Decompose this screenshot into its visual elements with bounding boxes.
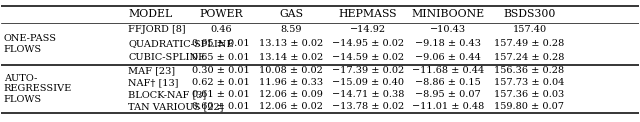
Text: −14.71 ± 0.38: −14.71 ± 0.38 bbox=[332, 90, 404, 99]
Text: MAF [23]: MAF [23] bbox=[129, 66, 175, 75]
Text: 157.36 ± 0.03: 157.36 ± 0.03 bbox=[494, 90, 564, 99]
Text: −15.09 ± 0.40: −15.09 ± 0.40 bbox=[332, 78, 404, 87]
Text: 157.49 ± 0.28: 157.49 ± 0.28 bbox=[494, 39, 564, 48]
Text: −8.86 ± 0.15: −8.86 ± 0.15 bbox=[415, 78, 481, 87]
Text: 159.80 ± 0.07: 159.80 ± 0.07 bbox=[495, 102, 564, 111]
Text: BLOCK-NAF [3]: BLOCK-NAF [3] bbox=[129, 90, 207, 99]
Text: 12.06 ± 0.02: 12.06 ± 0.02 bbox=[259, 102, 323, 111]
Text: QUADRATIC-SPLINE: QUADRATIC-SPLINE bbox=[129, 39, 234, 48]
Text: 0.65 ± 0.01: 0.65 ± 0.01 bbox=[192, 39, 250, 48]
Text: 157.24 ± 0.28: 157.24 ± 0.28 bbox=[494, 53, 564, 62]
Text: MODEL: MODEL bbox=[129, 9, 173, 19]
Text: TAN VARIOUS [22]: TAN VARIOUS [22] bbox=[129, 102, 224, 111]
Text: 157.73 ± 0.04: 157.73 ± 0.04 bbox=[494, 78, 564, 87]
Text: −14.92: −14.92 bbox=[350, 25, 386, 34]
Text: 0.65 ± 0.01: 0.65 ± 0.01 bbox=[192, 53, 250, 62]
Text: 0.46: 0.46 bbox=[210, 25, 232, 34]
Text: −9.06 ± 0.44: −9.06 ± 0.44 bbox=[415, 53, 481, 62]
Text: 157.40: 157.40 bbox=[513, 25, 547, 34]
Text: 0.60 ± 0.01: 0.60 ± 0.01 bbox=[192, 102, 250, 111]
Text: HEPMASS: HEPMASS bbox=[339, 9, 397, 19]
Text: 10.08 ± 0.02: 10.08 ± 0.02 bbox=[259, 66, 323, 75]
Text: BSDS300: BSDS300 bbox=[503, 9, 556, 19]
Text: CUBIC-SPLINE: CUBIC-SPLINE bbox=[129, 53, 205, 62]
Text: 12.06 ± 0.09: 12.06 ± 0.09 bbox=[259, 90, 323, 99]
Text: NAF† [13]: NAF† [13] bbox=[129, 78, 179, 87]
Text: 0.62 ± 0.01: 0.62 ± 0.01 bbox=[192, 78, 250, 87]
Text: −8.95 ± 0.07: −8.95 ± 0.07 bbox=[415, 90, 481, 99]
Text: 8.59: 8.59 bbox=[280, 25, 302, 34]
Text: MINIBOONE: MINIBOONE bbox=[411, 9, 484, 19]
Text: 156.36 ± 0.28: 156.36 ± 0.28 bbox=[495, 66, 564, 75]
Text: ONE-PASS
FLOWS: ONE-PASS FLOWS bbox=[4, 34, 57, 54]
Text: 0.61 ± 0.01: 0.61 ± 0.01 bbox=[192, 90, 250, 99]
Text: AUTO-
REGRESSIVE
FLOWS: AUTO- REGRESSIVE FLOWS bbox=[4, 74, 72, 104]
Text: −11.01 ± 0.48: −11.01 ± 0.48 bbox=[412, 102, 484, 111]
Text: −11.68 ± 0.44: −11.68 ± 0.44 bbox=[412, 66, 484, 75]
Text: −13.78 ± 0.02: −13.78 ± 0.02 bbox=[332, 102, 404, 111]
Text: 13.13 ± 0.02: 13.13 ± 0.02 bbox=[259, 39, 323, 48]
Text: −9.18 ± 0.43: −9.18 ± 0.43 bbox=[415, 39, 481, 48]
Text: 0.30 ± 0.01: 0.30 ± 0.01 bbox=[192, 66, 250, 75]
Text: POWER: POWER bbox=[199, 9, 243, 19]
Text: −14.59 ± 0.02: −14.59 ± 0.02 bbox=[332, 53, 404, 62]
Text: −10.43: −10.43 bbox=[429, 25, 466, 34]
Text: 13.14 ± 0.02: 13.14 ± 0.02 bbox=[259, 53, 323, 62]
Text: GAS: GAS bbox=[279, 9, 303, 19]
Text: 11.96 ± 0.33: 11.96 ± 0.33 bbox=[259, 78, 323, 87]
Text: FFJORD [8]: FFJORD [8] bbox=[129, 25, 186, 34]
Text: −17.39 ± 0.02: −17.39 ± 0.02 bbox=[332, 66, 404, 75]
Text: −14.95 ± 0.02: −14.95 ± 0.02 bbox=[332, 39, 404, 48]
